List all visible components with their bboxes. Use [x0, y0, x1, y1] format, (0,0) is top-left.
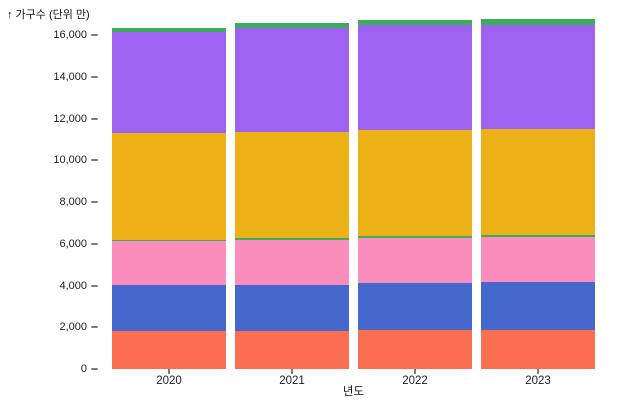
segment-pink — [112, 241, 226, 286]
bar-2020 — [112, 27, 226, 369]
segment-coral — [358, 329, 472, 369]
x-tick-mark — [291, 369, 293, 374]
segment-gold — [235, 132, 349, 239]
segment-blue — [112, 285, 226, 332]
y-tick-mark — [91, 242, 98, 245]
segment-purple — [481, 24, 595, 129]
y-tick-mark — [91, 159, 98, 162]
y-tick-label: 8,000 — [59, 196, 87, 208]
bar-2021 — [235, 23, 349, 369]
segment-blue — [235, 284, 349, 331]
segment-green-thin — [235, 238, 349, 240]
y-tick-mark — [91, 75, 98, 78]
segment-blue — [481, 282, 595, 330]
y-tick-label: 6,000 — [59, 237, 87, 250]
segment-gold — [112, 133, 226, 241]
segment-blue — [358, 283, 472, 330]
segment-green-top — [112, 27, 226, 32]
segment-green-thin — [358, 236, 472, 238]
segment-pink — [358, 237, 472, 283]
x-tick-mark — [168, 369, 170, 374]
y-tick-label: 12,000 — [53, 112, 87, 125]
y-tick-label: 10,000 — [53, 154, 87, 167]
x-tick-label-2020: 2020 — [156, 375, 182, 387]
segment-green-top — [358, 20, 472, 26]
y-tick-label: 14,000 — [53, 70, 87, 83]
y-axis-title: ↑ 가구수 (단위 만) — [7, 9, 90, 21]
x-tick-label-2021: 2021 — [279, 375, 305, 387]
segment-coral — [481, 329, 595, 369]
segment-green-thin — [481, 235, 595, 237]
segment-green-top — [481, 18, 595, 25]
y-tick-label: 4,000 — [59, 279, 87, 292]
y-tick-label: 16,000 — [53, 29, 87, 41]
segment-gold — [358, 130, 472, 237]
segment-coral — [235, 330, 349, 369]
segment-green-thin — [112, 240, 226, 242]
x-axis-title: 년도 — [342, 386, 365, 398]
bar-2022 — [358, 20, 472, 369]
y-tick-mark — [91, 201, 98, 203]
y-tick-label: 0 — [80, 363, 87, 375]
segment-purple — [112, 31, 226, 134]
segment-purple — [235, 27, 349, 133]
x-tick-label-2023: 2023 — [525, 375, 551, 387]
y-tick-mark — [91, 34, 98, 36]
segment-purple — [358, 25, 472, 131]
segment-gold — [481, 128, 595, 236]
y-tick-mark — [91, 284, 98, 287]
segment-green-top — [235, 23, 349, 28]
y-tick-mark — [91, 117, 98, 120]
y-tick-mark — [91, 368, 98, 370]
x-tick-label-2022: 2022 — [402, 375, 428, 387]
segment-coral — [112, 331, 226, 369]
y-tick-mark — [91, 326, 98, 329]
y-tick-label: 2,000 — [59, 321, 87, 334]
segment-pink — [235, 239, 349, 285]
segment-pink — [481, 236, 595, 283]
x-tick-mark — [414, 369, 416, 374]
bar-2023 — [481, 18, 595, 369]
x-tick-mark — [537, 369, 539, 374]
